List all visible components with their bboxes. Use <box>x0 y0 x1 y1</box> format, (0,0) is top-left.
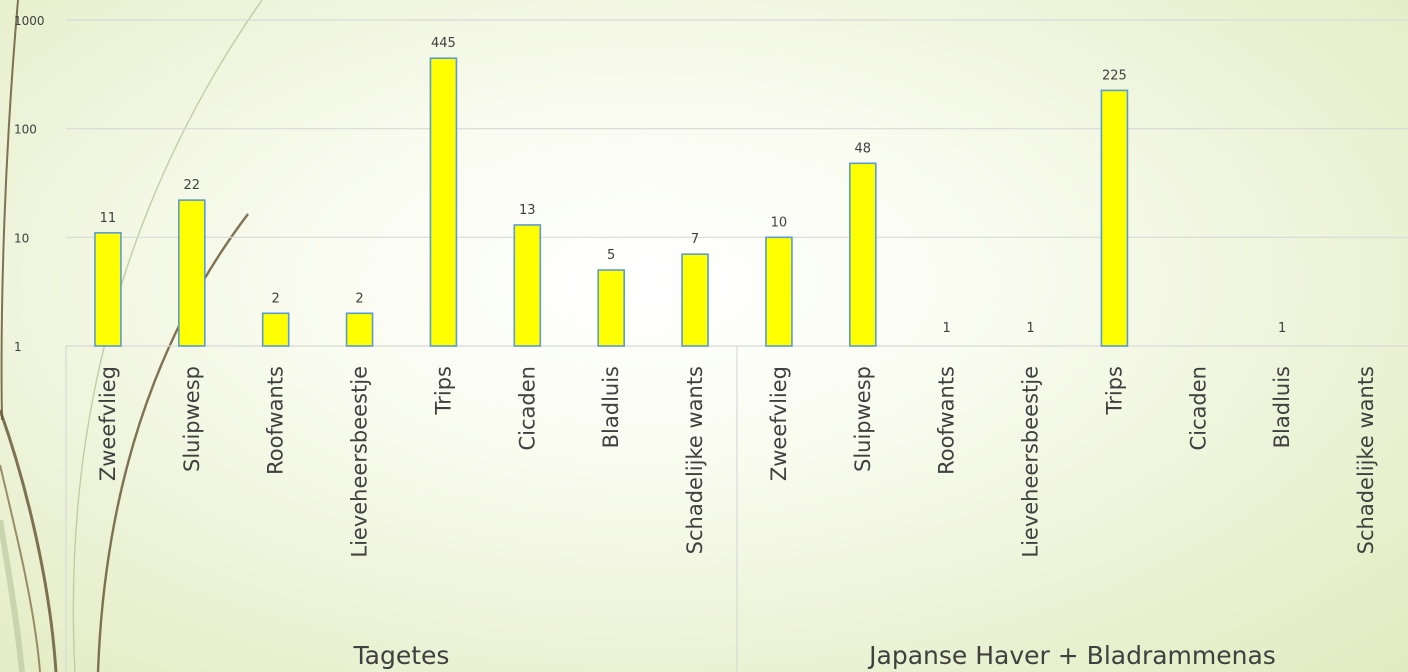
category-label-1-schadelijke-wants: Schadelijke wants <box>683 366 707 554</box>
category-label-1-trips: Trips <box>431 366 455 415</box>
bar-1-trips <box>429 57 458 347</box>
data-label-1-sluipwesp: 22 <box>184 178 201 193</box>
data-label-1-zweefvlieg: 11 <box>100 211 117 226</box>
bar-1-sluipwesp <box>178 199 206 347</box>
bar-1-lieveheersbeestje <box>345 312 374 347</box>
category-label-2-sluipwesp: Sluipwesp <box>851 366 875 472</box>
x-axis: Zweefvlieg Sluipwesp Roofwants Lieveheersbe… <box>65 346 1378 672</box>
category-label-1-roofwants: Roofwants <box>264 366 288 475</box>
data-label-2-bladluis: 1 <box>1278 321 1286 336</box>
data-label-1-cicaden: 13 <box>519 203 536 218</box>
bars <box>94 57 1129 347</box>
category-label-2-bladluis: Bladluis <box>1270 366 1294 448</box>
data-label-1-bladluis: 5 <box>607 248 615 263</box>
category-label-1-cicaden: Cicaden <box>515 366 539 450</box>
category-label-1-bladluis: Bladluis <box>599 366 623 448</box>
data-label-1-schadelijke-wants: 7 <box>691 232 699 247</box>
y-tick-label-100: 100 <box>14 123 37 137</box>
data-label-2-roofwants: 1 <box>943 321 951 336</box>
y-tick-label-1000: 1000 <box>14 14 45 28</box>
bar-2-trips <box>1100 89 1129 347</box>
group-label-1: Tagetes <box>353 641 450 670</box>
decorative-line-6 <box>0 519 25 672</box>
group-label-2: Japanse Haver + Bladrammenas <box>867 641 1276 670</box>
bar-1-cicaden <box>513 224 542 347</box>
data-label-1-lieveheersbeestje: 2 <box>355 291 363 306</box>
bar-2-zweefvlieg <box>765 236 793 347</box>
category-label-1-lieveheersbeestje: Lieveheersbeestje <box>348 366 372 558</box>
category-label-2-lieveheersbeestje: Lieveheersbeestje <box>1019 366 1043 558</box>
category-label-2-zweefvlieg: Zweefvlieg <box>767 366 791 481</box>
bar-1-roofwants <box>261 312 290 347</box>
data-label-1-roofwants: 2 <box>272 291 280 306</box>
category-label-2-roofwants: Roofwants <box>935 366 959 475</box>
data-label-2-zweefvlieg: 10 <box>771 215 788 230</box>
category-label-2-trips: Trips <box>1102 366 1126 415</box>
background-decoration <box>0 0 263 672</box>
y-tick-label-10: 10 <box>14 231 29 245</box>
category-label-1-sluipwesp: Sluipwesp <box>180 366 204 472</box>
decorative-line-2 <box>96 213 249 672</box>
data-label-2-sluipwesp: 48 <box>855 141 872 156</box>
data-label-2-lieveheersbeestje: 1 <box>1026 321 1034 336</box>
y-axis: 1 10 100 1000 <box>14 14 45 354</box>
category-label-1-zweefvlieg: Zweefvlieg <box>96 366 120 481</box>
category-label-2-schadelijke-wants: Schadelijke wants <box>1354 366 1378 554</box>
decorative-line-3 <box>0 409 58 672</box>
data-label-2-trips: 225 <box>1102 68 1127 83</box>
bar-1-bladluis <box>597 269 625 347</box>
bar-1-schadelijke-wants <box>681 253 709 347</box>
gridlines <box>66 19 1408 347</box>
decorative-line-4 <box>0 464 41 672</box>
bar-2-sluipwesp <box>849 162 877 347</box>
category-label-2-cicaden: Cicaden <box>1186 366 1210 450</box>
bar-1-zweefvlieg <box>94 232 122 347</box>
y-tick-label-1: 1 <box>14 340 22 354</box>
data-label-1-trips: 445 <box>431 36 456 51</box>
decorative-line-5 <box>0 0 19 421</box>
